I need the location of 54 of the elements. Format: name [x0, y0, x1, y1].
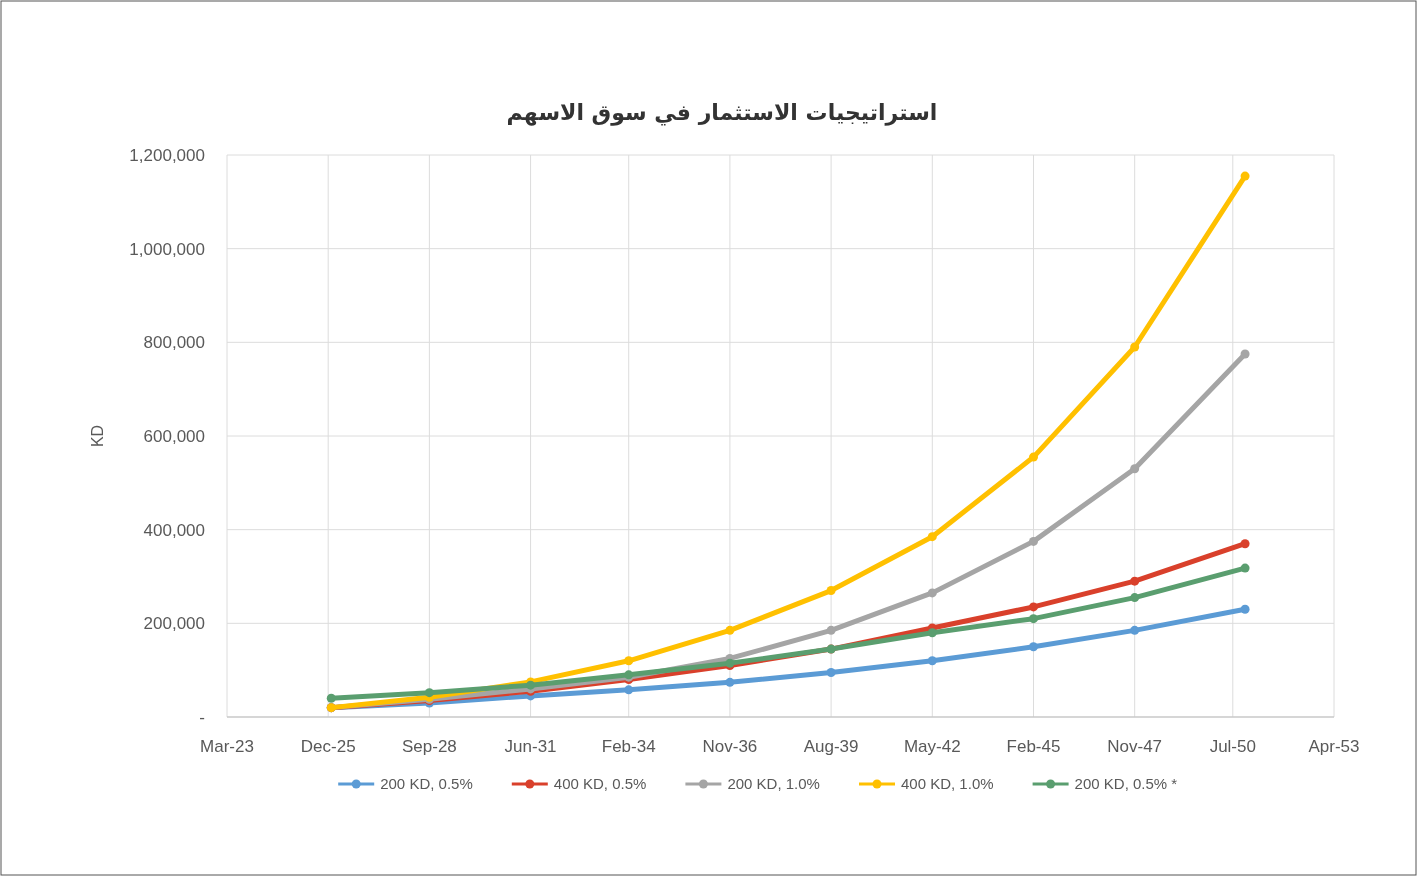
point — [725, 625, 735, 635]
point — [1028, 614, 1038, 624]
point — [1130, 593, 1140, 603]
legend-label: 200 KD, 0.5% * — [1074, 775, 1178, 792]
point — [927, 588, 937, 598]
point — [1028, 642, 1038, 652]
point — [1130, 342, 1140, 352]
x-tick-label: May-42 — [903, 737, 961, 756]
x-tick-label: Feb-34 — [601, 737, 656, 756]
x-tick-label: Sep-28 — [401, 737, 457, 756]
legend-label: 400 KD, 1.0% — [901, 775, 994, 792]
point — [826, 586, 836, 596]
point — [624, 656, 634, 666]
point — [1240, 604, 1250, 614]
point — [1240, 349, 1250, 359]
point — [326, 693, 336, 703]
point — [1240, 171, 1250, 181]
point — [927, 628, 937, 638]
point — [1130, 576, 1140, 586]
point — [1028, 452, 1038, 462]
point — [1240, 539, 1250, 549]
y-tick-label: - — [199, 708, 205, 727]
chart-title: استراتيجيات الاستثمار في سوق الاسهم — [506, 100, 938, 126]
point — [1028, 536, 1038, 546]
x-tick-label: Nov-36 — [702, 737, 758, 756]
x-tick-label: Jun-31 — [504, 737, 557, 756]
x-tick-label: Nov-47 — [1107, 737, 1163, 756]
x-tick-label: Apr-53 — [1308, 737, 1360, 756]
point — [624, 685, 634, 695]
y-tick-label: 400,000 — [143, 520, 205, 540]
point — [927, 656, 937, 666]
y-axis-title: KD — [89, 424, 106, 448]
y-tick-label: 600,000 — [143, 427, 205, 446]
x-tick-label: Feb-45 — [1006, 737, 1061, 756]
point — [826, 625, 836, 635]
point — [725, 677, 735, 687]
point — [424, 688, 434, 698]
x-tick-label: Mar-23 — [200, 737, 254, 756]
x-tick-label: Jul-50 — [1209, 737, 1256, 756]
legend-label: 200 KD, 0.5% — [380, 775, 473, 792]
point — [927, 532, 937, 542]
legend-label: 400 KD, 0.5% — [553, 775, 647, 792]
y-tick-label: 1,000,000 — [129, 239, 205, 259]
y-tick-label: 200,000 — [143, 614, 205, 634]
point — [1130, 625, 1140, 635]
y-tick-label: 1,200,000 — [129, 146, 205, 165]
y-tick-label: 800,000 — [143, 333, 205, 353]
point — [826, 668, 836, 678]
x-tick-label: Aug-39 — [803, 737, 859, 756]
point — [1028, 602, 1038, 612]
point — [1240, 563, 1250, 573]
x-tick-label: Dec-25 — [300, 737, 356, 756]
legend-label: 200 KD, 1.0% — [727, 775, 820, 792]
point — [1130, 464, 1140, 474]
